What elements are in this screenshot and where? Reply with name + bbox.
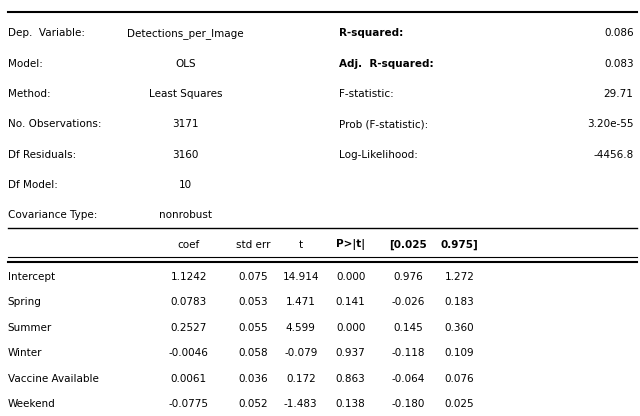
Text: Spring: Spring (8, 297, 42, 307)
Text: 0.052: 0.052 (238, 399, 268, 409)
Text: 0.0783: 0.0783 (171, 297, 207, 307)
Text: 3160: 3160 (172, 150, 199, 160)
Text: 10: 10 (179, 180, 192, 190)
Text: -0.026: -0.026 (392, 297, 425, 307)
Text: -0.0775: -0.0775 (169, 399, 209, 409)
Text: Df Model:: Df Model: (8, 180, 58, 190)
Text: Weekend: Weekend (8, 399, 56, 409)
Text: 0.000: 0.000 (336, 272, 365, 282)
Text: -0.118: -0.118 (392, 348, 425, 358)
Text: 0.975]: 0.975] (441, 240, 478, 250)
Text: 0.145: 0.145 (394, 323, 423, 333)
Text: -0.0046: -0.0046 (169, 348, 209, 358)
Text: Detections_per_Image: Detections_per_Image (127, 28, 244, 39)
Text: 0.053: 0.053 (238, 297, 268, 307)
Text: 0.138: 0.138 (336, 399, 365, 409)
Text: -4456.8: -4456.8 (593, 150, 634, 160)
Text: Log-Likelihood:: Log-Likelihood: (339, 150, 418, 160)
Text: std err: std err (236, 240, 270, 250)
Text: 0.360: 0.360 (445, 323, 474, 333)
Text: Covariance Type:: Covariance Type: (8, 210, 97, 220)
Text: 0.863: 0.863 (336, 374, 365, 384)
Text: 14.914: 14.914 (282, 272, 319, 282)
Text: 0.000: 0.000 (336, 323, 365, 333)
Text: [0.025: [0.025 (390, 240, 427, 250)
Text: nonrobust: nonrobust (159, 210, 212, 220)
Text: -0.180: -0.180 (392, 399, 425, 409)
Text: 0.076: 0.076 (445, 374, 474, 384)
Text: -0.064: -0.064 (392, 374, 425, 384)
Text: 0.083: 0.083 (604, 59, 634, 69)
Text: Summer: Summer (8, 323, 52, 333)
Text: R-squared:: R-squared: (339, 28, 403, 38)
Text: 3.20e-55: 3.20e-55 (587, 119, 634, 129)
Text: 0.036: 0.036 (238, 374, 268, 384)
Text: -1.483: -1.483 (284, 399, 317, 409)
Text: Winter: Winter (8, 348, 42, 358)
Text: Vaccine Available: Vaccine Available (8, 374, 99, 384)
Text: 1.272: 1.272 (445, 272, 474, 282)
Text: F-statistic:: F-statistic: (339, 89, 394, 99)
Text: t: t (299, 240, 303, 250)
Text: Df Residuals:: Df Residuals: (8, 150, 76, 160)
Text: No. Observations:: No. Observations: (8, 119, 101, 129)
Text: 0.025: 0.025 (445, 399, 474, 409)
Text: Least Squares: Least Squares (149, 89, 222, 99)
Text: Adj.  R-squared:: Adj. R-squared: (339, 59, 434, 69)
Text: -0.079: -0.079 (284, 348, 317, 358)
Text: 1.471: 1.471 (286, 297, 316, 307)
Text: 0.086: 0.086 (604, 28, 634, 38)
Text: Intercept: Intercept (8, 272, 55, 282)
Text: Model:: Model: (8, 59, 42, 69)
Text: P>|t|: P>|t| (336, 239, 365, 250)
Text: 0.0061: 0.0061 (171, 374, 207, 384)
Text: 1.1242: 1.1242 (170, 272, 207, 282)
Text: 29.71: 29.71 (604, 89, 634, 99)
Text: 0.109: 0.109 (445, 348, 474, 358)
Text: 0.055: 0.055 (238, 323, 268, 333)
Text: Dep.  Variable:: Dep. Variable: (8, 28, 84, 38)
Text: 0.937: 0.937 (336, 348, 365, 358)
Text: Method:: Method: (8, 89, 51, 99)
Text: 0.172: 0.172 (286, 374, 316, 384)
Text: 0.141: 0.141 (336, 297, 365, 307)
Text: 3171: 3171 (172, 119, 199, 129)
Text: 0.2527: 0.2527 (171, 323, 207, 333)
Text: 4.599: 4.599 (286, 323, 316, 333)
Text: Prob (F-statistic):: Prob (F-statistic): (339, 119, 428, 129)
Text: 0.183: 0.183 (445, 297, 474, 307)
Text: 0.058: 0.058 (238, 348, 268, 358)
Text: 0.976: 0.976 (394, 272, 423, 282)
Text: 0.075: 0.075 (238, 272, 268, 282)
Text: coef: coef (178, 240, 200, 250)
Text: OLS: OLS (175, 59, 196, 69)
